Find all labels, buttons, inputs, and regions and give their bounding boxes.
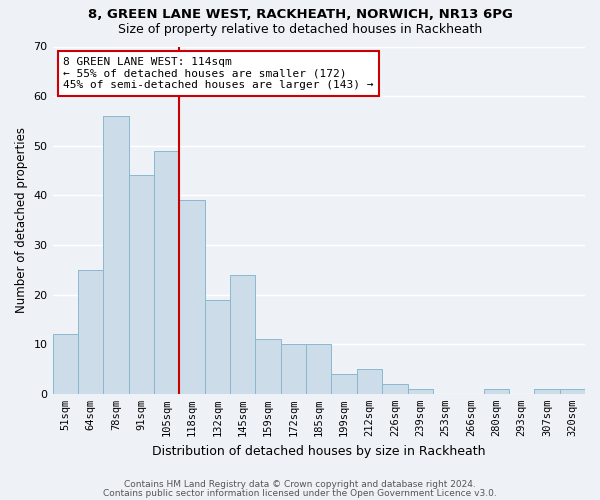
Bar — [331, 374, 357, 394]
Bar — [103, 116, 128, 394]
Bar — [53, 334, 78, 394]
Bar — [382, 384, 407, 394]
X-axis label: Distribution of detached houses by size in Rackheath: Distribution of detached houses by size … — [152, 444, 485, 458]
Bar — [357, 369, 382, 394]
Bar — [407, 389, 433, 394]
Text: 8 GREEN LANE WEST: 114sqm
← 55% of detached houses are smaller (172)
45% of semi: 8 GREEN LANE WEST: 114sqm ← 55% of detac… — [63, 57, 374, 90]
Bar — [205, 300, 230, 394]
Bar — [230, 274, 256, 394]
Y-axis label: Number of detached properties: Number of detached properties — [15, 127, 28, 313]
Bar — [534, 389, 560, 394]
Bar — [154, 150, 179, 394]
Text: Contains HM Land Registry data © Crown copyright and database right 2024.: Contains HM Land Registry data © Crown c… — [124, 480, 476, 489]
Text: Size of property relative to detached houses in Rackheath: Size of property relative to detached ho… — [118, 22, 482, 36]
Bar — [256, 339, 281, 394]
Bar — [560, 389, 585, 394]
Bar — [128, 176, 154, 394]
Bar — [281, 344, 306, 394]
Text: Contains public sector information licensed under the Open Government Licence v3: Contains public sector information licen… — [103, 488, 497, 498]
Text: 8, GREEN LANE WEST, RACKHEATH, NORWICH, NR13 6PG: 8, GREEN LANE WEST, RACKHEATH, NORWICH, … — [88, 8, 512, 20]
Bar — [306, 344, 331, 394]
Bar — [78, 270, 103, 394]
Bar — [179, 200, 205, 394]
Bar — [484, 389, 509, 394]
